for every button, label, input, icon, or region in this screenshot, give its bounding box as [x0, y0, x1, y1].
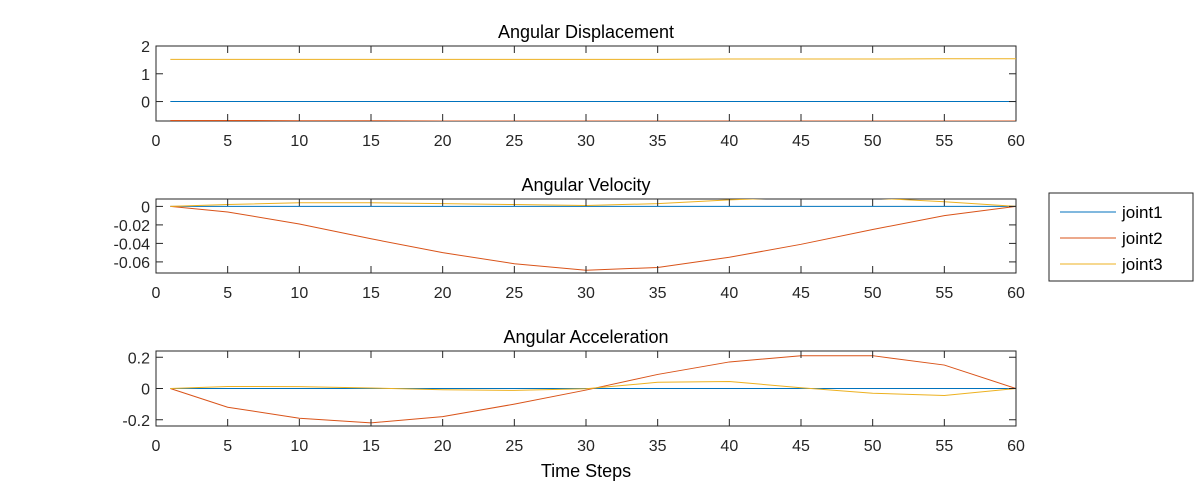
x-tick-label: 0	[152, 438, 161, 455]
x-tick-label: 25	[505, 285, 523, 302]
y-tick-label: 2	[141, 39, 150, 56]
x-tick-label: 5	[223, 438, 232, 455]
x-tick-label: 35	[649, 438, 667, 455]
x-tick-label: 60	[1007, 285, 1025, 302]
y-tick-label: 0.2	[128, 350, 150, 367]
x-tick-label: 5	[223, 285, 232, 302]
y-tick-label: 1	[141, 67, 150, 84]
x-tick-label: 55	[935, 133, 953, 150]
x-tick-label: 15	[362, 133, 380, 150]
x-tick-label: 20	[434, 133, 452, 150]
x-tick-label: 20	[434, 285, 452, 302]
y-tick-label: 0	[141, 199, 150, 216]
x-tick-label: 35	[649, 285, 667, 302]
subplot-title: Angular Displacement	[498, 22, 674, 42]
subplot-title: Angular Acceleration	[503, 327, 668, 347]
x-tick-label: 40	[720, 133, 738, 150]
plot-area	[155, 45, 1017, 122]
subplot-3: 0 5 10 15 20 25 30 35 40 45 50 55 600.20-0.2Angular …	[122, 327, 1025, 481]
x-tick-label: 10	[290, 133, 308, 150]
x-tick-label: 50	[864, 285, 882, 302]
y-tick-label: -0.04	[114, 236, 151, 253]
x-tick-label: 0	[152, 133, 161, 150]
x-tick-label: 40	[720, 285, 738, 302]
x-tick-label: 45	[792, 133, 810, 150]
series-group	[170, 58, 1016, 121]
legend-entry-joint2: joint2	[1060, 229, 1163, 248]
legend-entry-joint1: joint1	[1060, 203, 1163, 222]
series-group	[170, 355, 1016, 424]
series-line-joint3	[170, 380, 1016, 397]
legend: joint1 joint2 joint3	[1048, 192, 1194, 282]
x-tick-label: 60	[1007, 438, 1025, 455]
x-tick-label: 15	[362, 438, 380, 455]
legend-entry-joint3: joint3	[1060, 255, 1163, 274]
x-tick-label: 10	[290, 438, 308, 455]
legend-label: joint2	[1121, 229, 1163, 248]
legend-label: joint3	[1121, 255, 1163, 274]
y-tick-label: 0	[141, 95, 150, 112]
series-line-joint2	[170, 119, 1016, 121]
x-tick-label: 30	[577, 133, 595, 150]
series-line-joint3	[170, 58, 1016, 60]
y-tick-label: -0.2	[122, 413, 150, 430]
x-tick-label: 50	[864, 438, 882, 455]
legend-label: joint1	[1121, 203, 1163, 222]
subplot-title: Angular Velocity	[521, 175, 650, 195]
series-group	[170, 199, 1016, 271]
x-tick-label: 10	[290, 285, 308, 302]
legend-box	[1048, 192, 1194, 282]
y-tick-label: -0.02	[114, 218, 151, 235]
subplot-1: 0 5 10 15 20 25 30 35 40 45 50 55 60 0 1 2 Angular Displ…	[141, 22, 1025, 150]
x-tick-label: 25	[505, 438, 523, 455]
series-line-joint2	[170, 355, 1016, 424]
y-tick-label: -0.06	[114, 255, 151, 272]
subplot-2: 0 5 10 15 20 25 30 35 40 45 50 55 60 0 -0.02-0.04 -0.06…	[114, 175, 1025, 302]
x-tick-label: 30	[577, 438, 595, 455]
x-tick-label: 55	[935, 438, 953, 455]
x-tick-label: 45	[792, 285, 810, 302]
x-tick-label: 0	[152, 285, 161, 302]
x-tick-label: 50	[864, 133, 882, 150]
y-tick-label: 0	[141, 382, 150, 399]
x-tick-label: 25	[505, 133, 523, 150]
x-tick-label: 35	[649, 133, 667, 150]
legend-entries: joint1 joint2 joint3	[1060, 203, 1163, 274]
x-tick-label: 45	[792, 438, 810, 455]
x-tick-label: 55	[935, 285, 953, 302]
x-tick-label: 20	[434, 438, 452, 455]
x-tick-label: 30	[577, 285, 595, 302]
x-tick-label: 15	[362, 285, 380, 302]
x-axis-label: Time Steps	[541, 461, 631, 481]
plot-area	[155, 198, 1017, 274]
x-tick-label: 5	[223, 133, 232, 150]
series-line-joint2	[170, 205, 1016, 271]
x-tick-label: 60	[1007, 133, 1025, 150]
x-tick-label: 40	[720, 438, 738, 455]
